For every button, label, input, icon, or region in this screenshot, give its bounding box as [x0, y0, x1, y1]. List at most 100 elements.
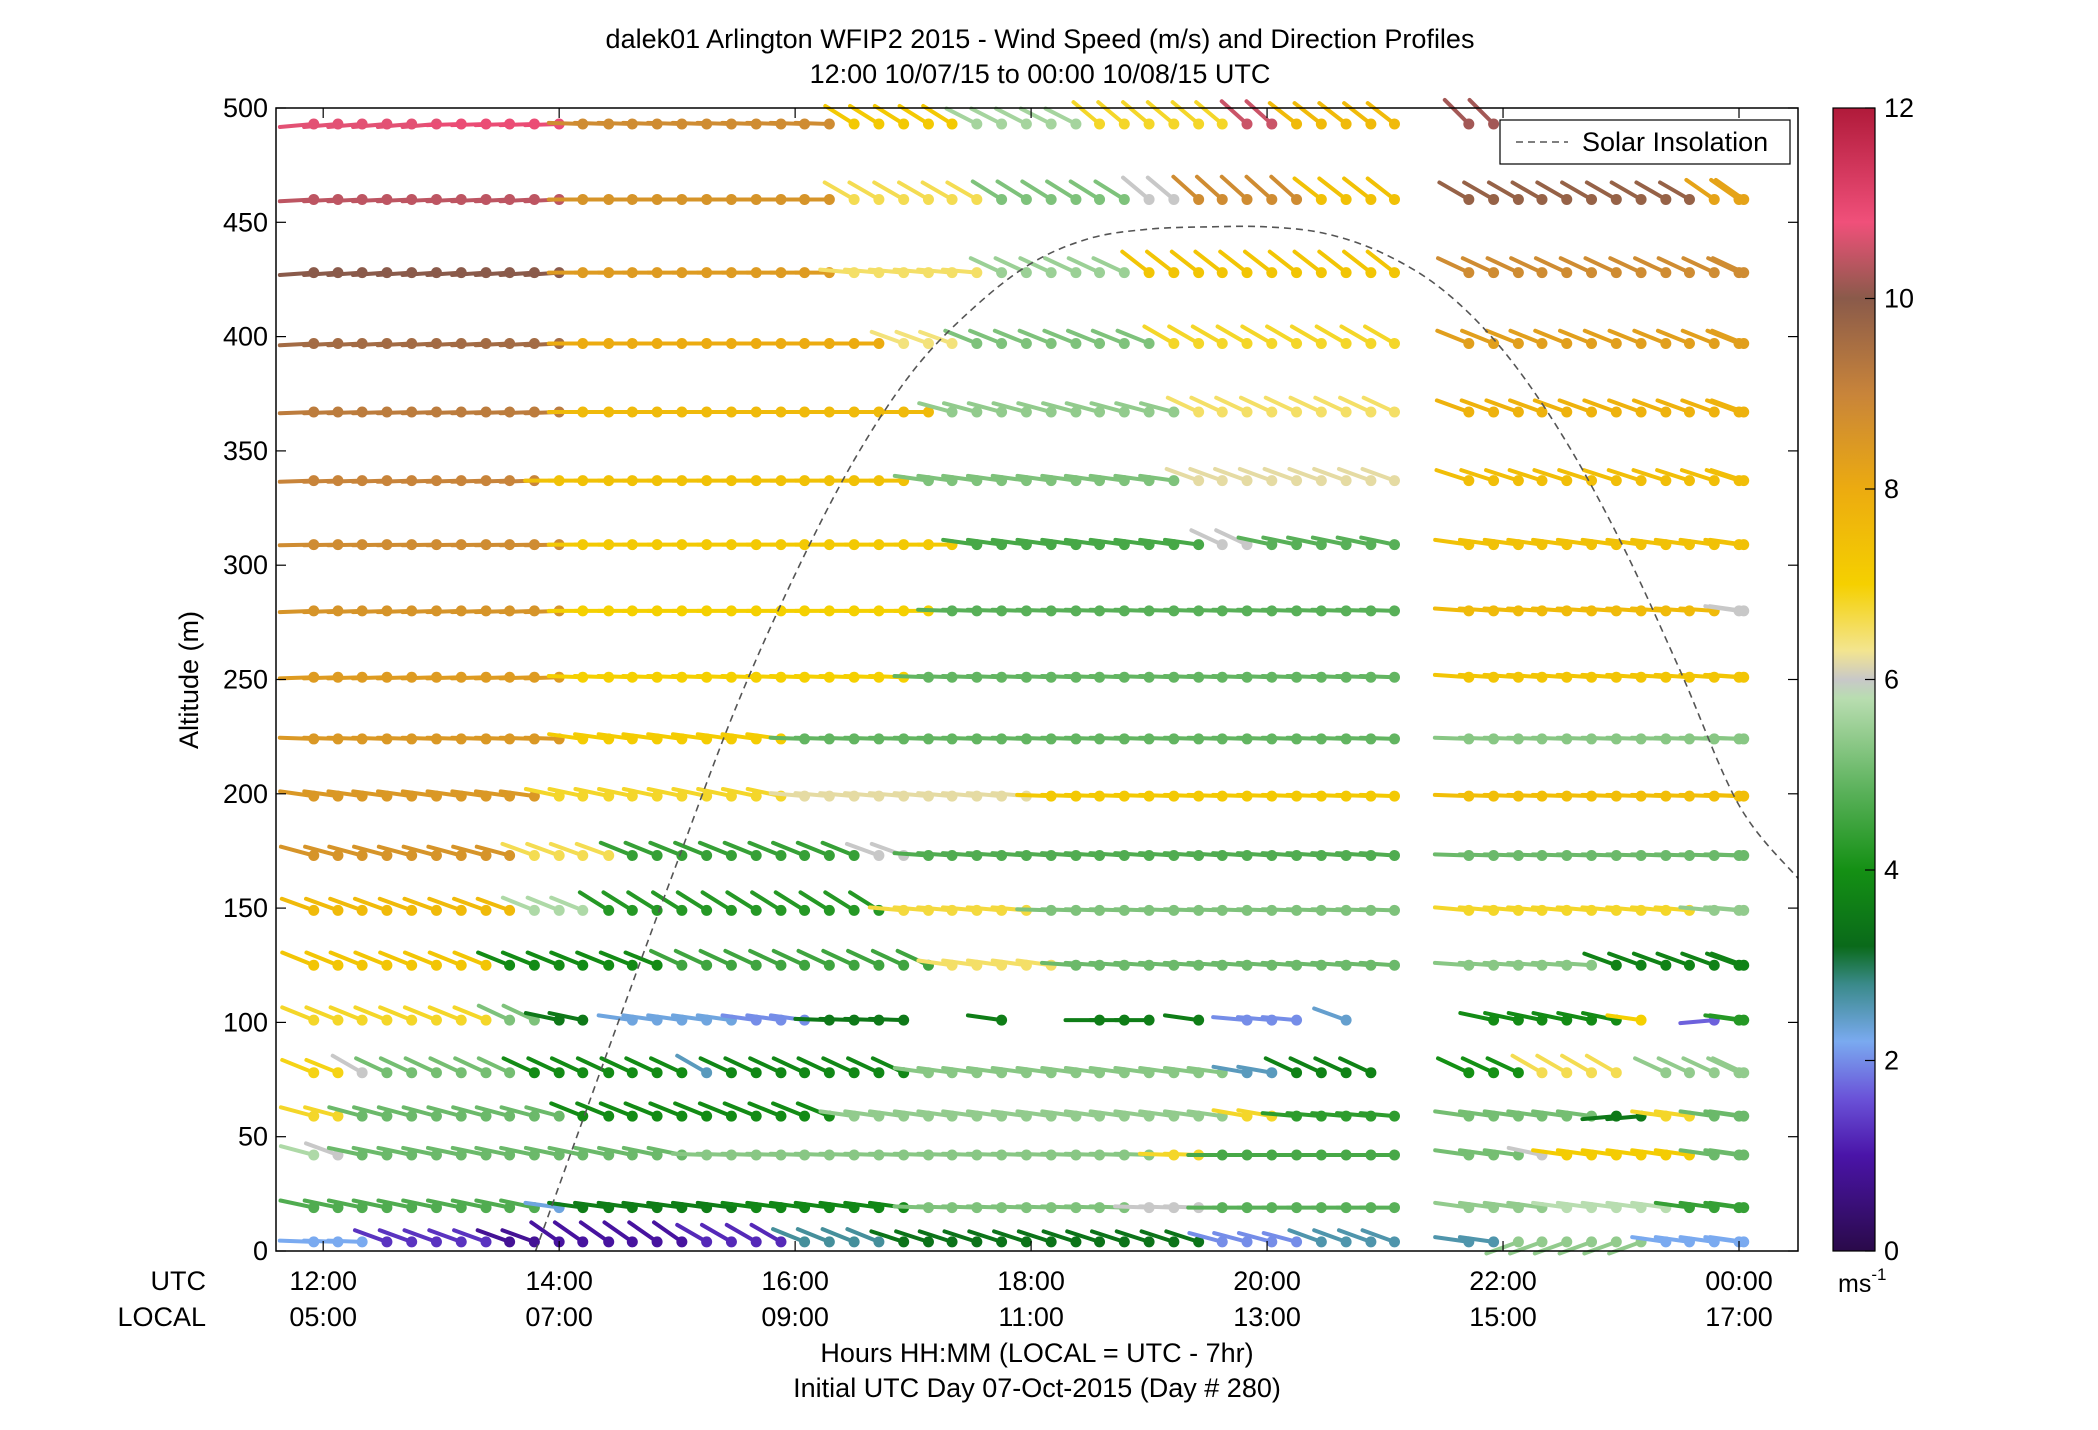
- wind-barb: [1091, 256, 1130, 279]
- barb-shaft: [598, 1101, 635, 1119]
- barb-head: [1708, 406, 1720, 418]
- barb-head: [455, 904, 467, 916]
- barb-head: [626, 1110, 638, 1122]
- wind-barb: [771, 840, 811, 862]
- barb-head: [1388, 475, 1400, 487]
- barb-shaft: [1580, 537, 1619, 547]
- barb-shaft: [843, 1109, 881, 1119]
- wind-barb: [1292, 249, 1327, 279]
- barb-shaft: [426, 1105, 464, 1119]
- barb-shaft: [990, 958, 1029, 968]
- wind-barb: [1582, 398, 1622, 418]
- barb-shaft: [1187, 1231, 1225, 1244]
- barb-head: [577, 904, 589, 916]
- barb-shaft: [823, 890, 857, 913]
- barb-head: [528, 850, 540, 862]
- barb-head: [1708, 193, 1720, 205]
- colorbar-unit-label: ms-1: [1838, 1265, 1886, 1298]
- barb-shaft: [749, 1222, 783, 1244]
- barb-head: [898, 193, 910, 205]
- barb-head: [356, 1236, 368, 1248]
- barb-shaft: [941, 473, 979, 483]
- barb-head: [1241, 267, 1253, 279]
- barb-shaft: [1164, 1229, 1201, 1244]
- barb-shaft: [1260, 1015, 1299, 1023]
- barb-shaft: [1680, 951, 1717, 968]
- barb-head: [1738, 539, 1750, 551]
- barb-shaft: [821, 1056, 857, 1075]
- barb-head: [848, 1236, 860, 1248]
- barb-head: [577, 790, 589, 802]
- wind-barb: [524, 1105, 565, 1122]
- colorbar-unit-exponent: -1: [1871, 1265, 1886, 1284]
- barb-shaft: [1263, 395, 1299, 415]
- wind-barb: [675, 1222, 713, 1248]
- barb-head: [430, 904, 442, 916]
- barb-shaft: [1457, 905, 1496, 913]
- barb-shaft: [1066, 256, 1102, 275]
- barb-shaft: [1582, 398, 1619, 415]
- barb-shaft: [1015, 473, 1054, 483]
- barb-head: [1365, 267, 1377, 279]
- barb-shaft: [965, 473, 1004, 483]
- wind-barb: [1679, 468, 1720, 487]
- barb-shaft: [351, 1198, 389, 1210]
- wind-barb: [1193, 249, 1228, 279]
- barb-shaft: [427, 1228, 464, 1244]
- barb-head: [1266, 475, 1278, 487]
- barb-shaft: [722, 840, 759, 858]
- barb-shaft: [1631, 951, 1668, 968]
- wind-barb: [1436, 1056, 1475, 1079]
- barb-shaft: [1045, 179, 1078, 202]
- barb-shaft: [1633, 256, 1668, 275]
- barb-head: [455, 1014, 467, 1026]
- barb-shaft: [1432, 905, 1471, 913]
- barb-shaft: [427, 1005, 464, 1023]
- barb-shaft: [1462, 180, 1496, 202]
- barb-head: [775, 850, 787, 862]
- barb-head: [651, 1236, 663, 1248]
- barb-head: [1738, 1202, 1750, 1214]
- barb-shaft: [1457, 1109, 1496, 1119]
- barb-shaft: [965, 905, 1004, 913]
- barb-shaft: [1560, 1053, 1594, 1075]
- barb-head: [823, 959, 835, 971]
- colorbar-tick-label: 0: [1884, 1236, 1899, 1266]
- barb-head: [430, 1236, 442, 1248]
- barb-head: [1070, 267, 1082, 279]
- barb-head: [1193, 539, 1205, 551]
- barb-head: [1340, 475, 1352, 487]
- barb-head: [1738, 267, 1750, 279]
- barb-shaft: [1584, 1053, 1619, 1075]
- barb-shaft: [597, 787, 635, 799]
- barb-shaft: [1709, 951, 1746, 968]
- wind-barb: [525, 895, 565, 916]
- wind-barb: [500, 841, 540, 862]
- barb-shaft: [1219, 174, 1250, 202]
- wind-barb: [401, 844, 442, 862]
- wind-barb: [552, 1220, 589, 1248]
- wind-barb: [1557, 468, 1598, 487]
- barb-shaft: [1113, 1109, 1152, 1119]
- barb-head: [799, 1236, 811, 1248]
- barb-shaft: [1656, 1056, 1692, 1075]
- barb-head: [701, 959, 713, 971]
- barb-shaft: [1708, 1200, 1746, 1210]
- barb-shaft: [1632, 328, 1668, 346]
- barb-shaft: [990, 473, 1029, 483]
- barb-head: [1463, 475, 1475, 487]
- barb-head: [1512, 267, 1524, 279]
- barb-head: [1094, 1236, 1106, 1248]
- wind-barb: [1708, 1235, 1750, 1248]
- barb-shaft: [1313, 1056, 1349, 1075]
- barb-shaft: [793, 120, 832, 127]
- barb-shaft: [945, 180, 979, 202]
- barb-shaft: [1063, 537, 1102, 547]
- barb-shaft: [1506, 1145, 1544, 1157]
- wind-barb: [995, 179, 1032, 205]
- barb-shaft: [425, 1198, 464, 1210]
- wind-barb: [1709, 951, 1750, 971]
- wind-barb: [627, 1220, 663, 1248]
- barb-head: [455, 1110, 467, 1122]
- barb-shaft: [1071, 100, 1102, 127]
